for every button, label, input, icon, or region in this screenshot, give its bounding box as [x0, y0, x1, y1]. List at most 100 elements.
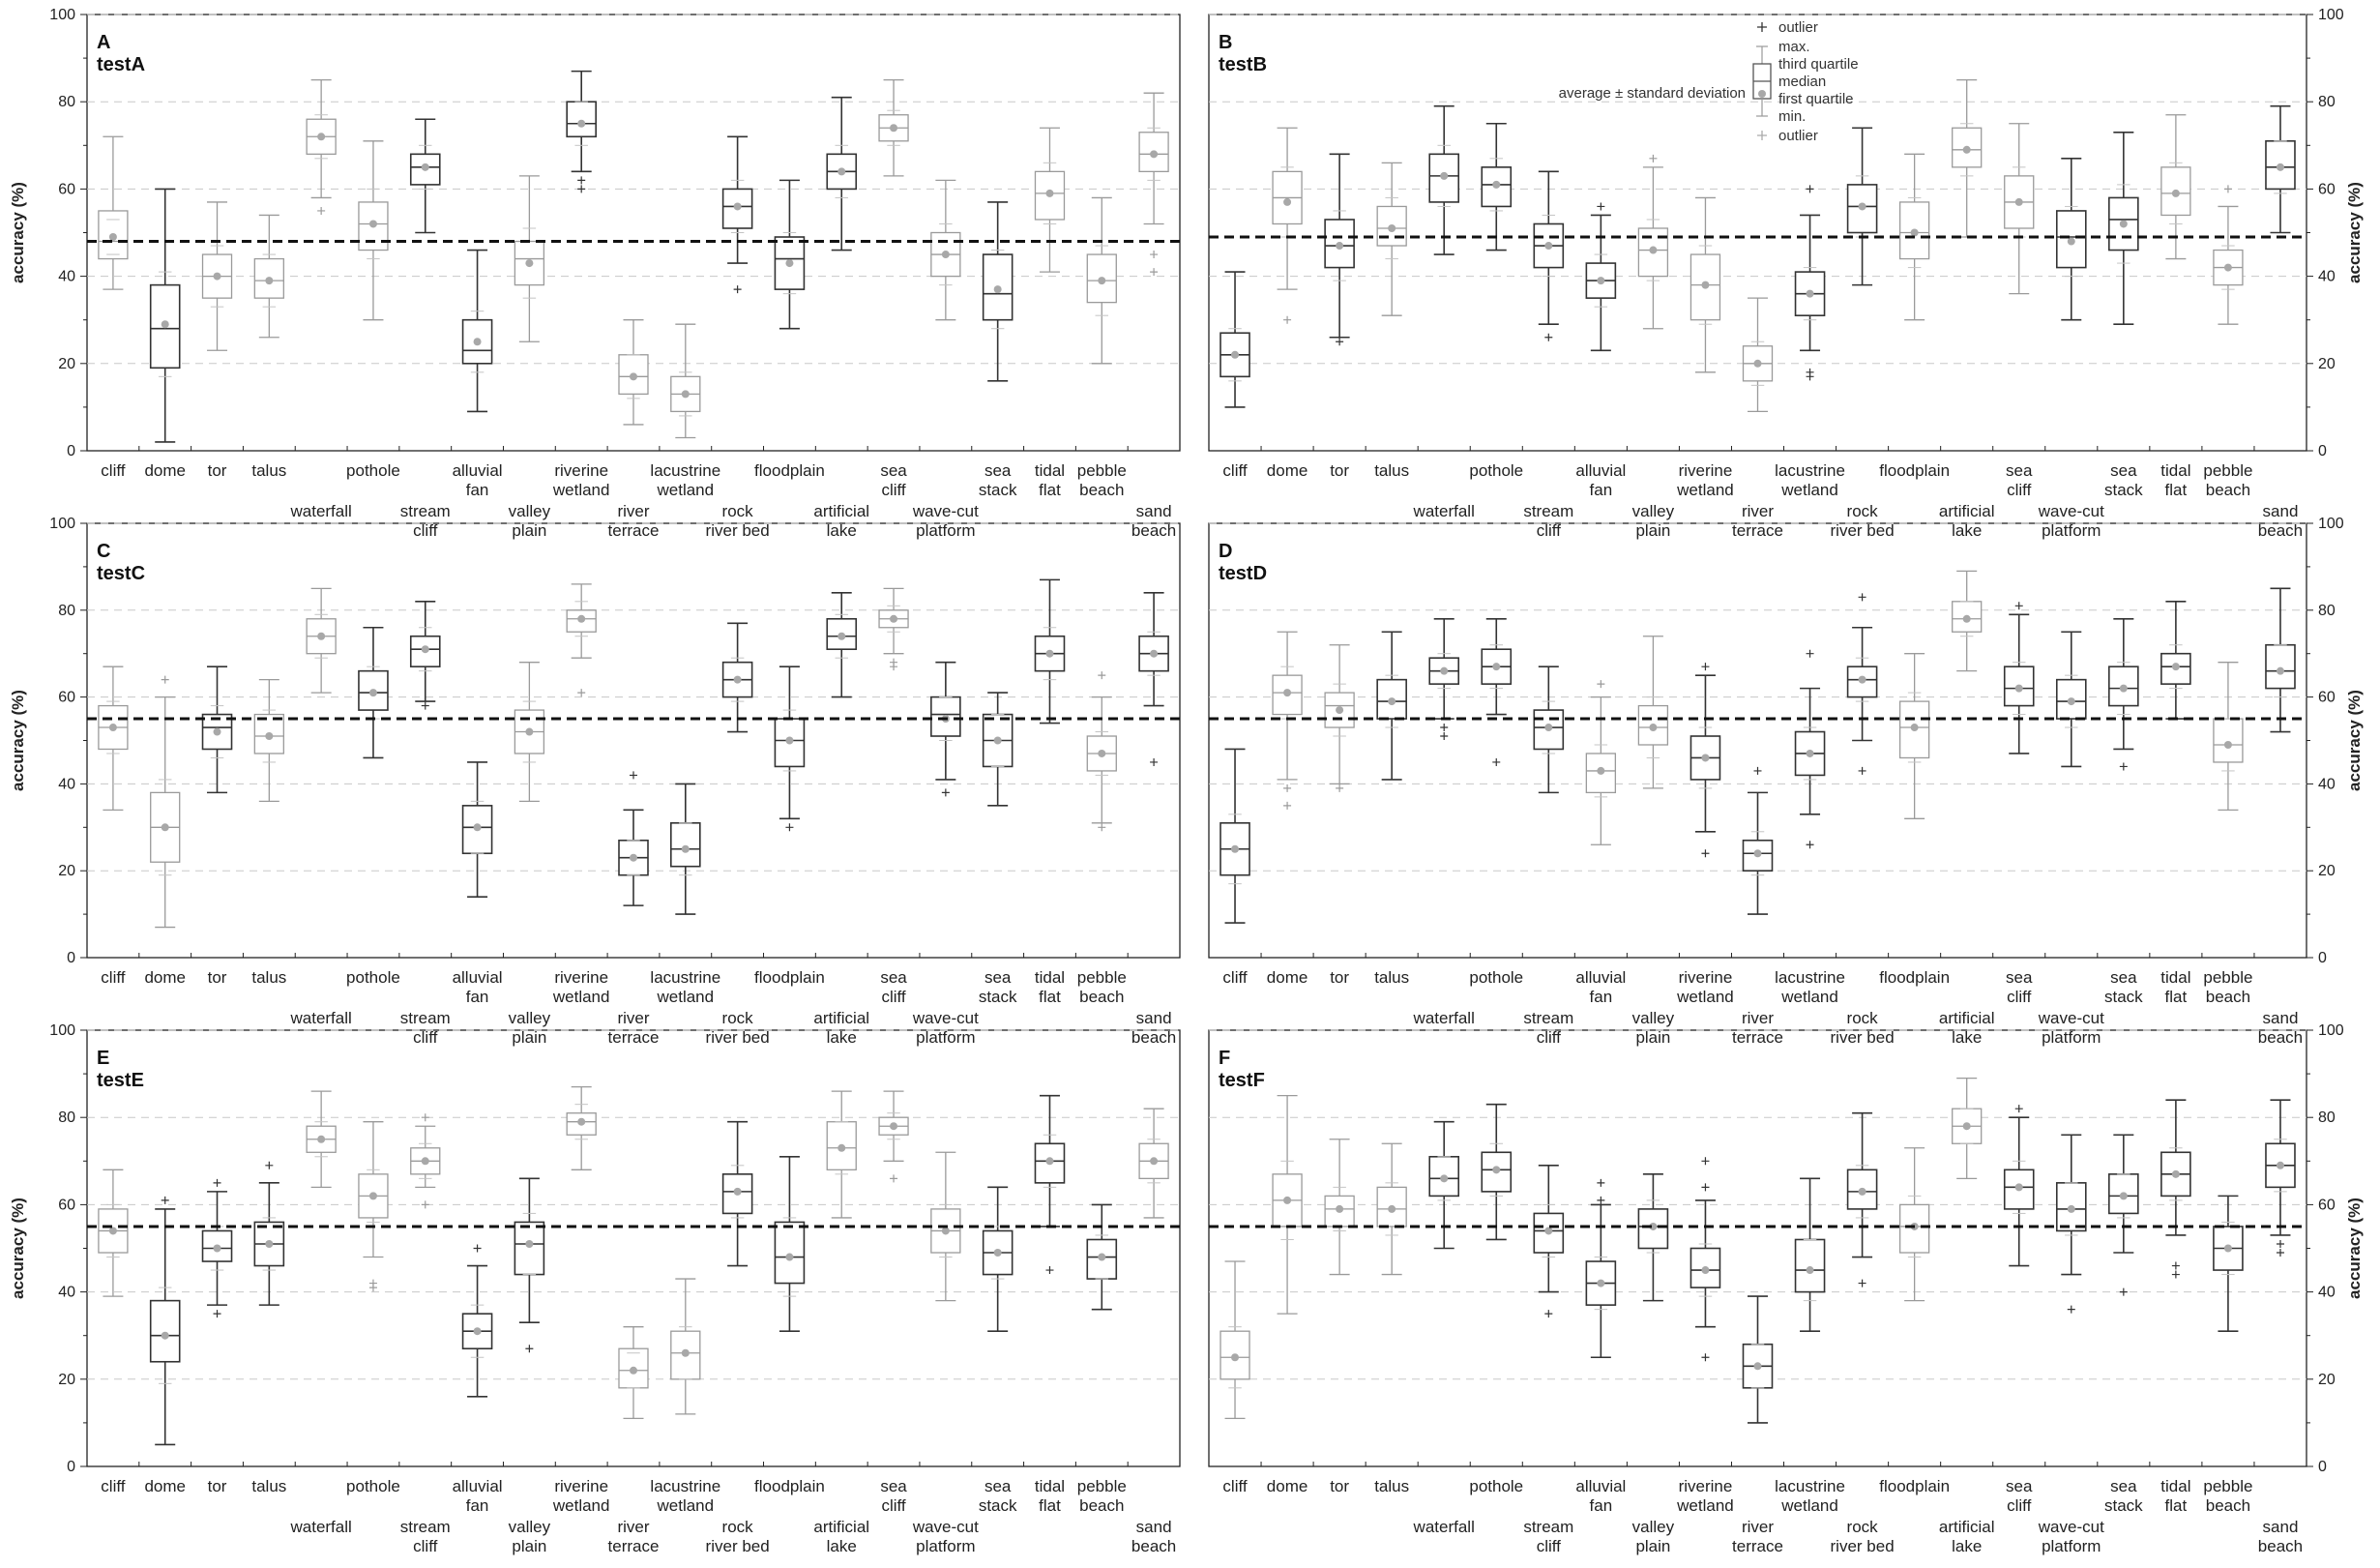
average-point [161, 1331, 169, 1340]
category-label: stack [2104, 1496, 2143, 1515]
category-label: rock [722, 502, 754, 520]
legend-outlier-bottom [1757, 131, 1767, 140]
average-point [1858, 202, 1866, 211]
category-label: wave-cut [912, 1009, 979, 1027]
box-river_terrace [1742, 1295, 1774, 1424]
outlier-point [577, 689, 586, 697]
category-label: wetland [552, 481, 610, 499]
y-tick-label: 0 [2318, 1459, 2327, 1475]
outlier-point [1045, 1266, 1054, 1275]
category-label: wave-cut [2038, 1518, 2104, 1536]
category-label: dome [1267, 1477, 1308, 1495]
outlier-point [2014, 602, 2023, 610]
box-pothole [1481, 617, 1513, 766]
outlier-point [1440, 732, 1449, 741]
category-label: riverine [1679, 1477, 1733, 1495]
category-label: valley [509, 1518, 551, 1536]
legend-label: third quartile [1778, 56, 1859, 73]
box-stream_cliff [1533, 666, 1565, 794]
average-point [1098, 277, 1106, 285]
outlier-point [2171, 1261, 2180, 1270]
average-point [265, 1239, 274, 1248]
average-point [2119, 684, 2128, 693]
average-point [1336, 706, 1344, 715]
average-point [1440, 171, 1449, 180]
iqr-box [2265, 643, 2296, 690]
box-dome [1272, 631, 1303, 810]
iqr-box [566, 101, 597, 138]
box-lacustrine_wetland [670, 1278, 701, 1415]
box-alluvial_fan [1585, 202, 1617, 352]
iqr-box [149, 1299, 181, 1363]
outlier-point [1597, 680, 1605, 689]
category-label: sand [1136, 1009, 1172, 1027]
category-label: stream [1523, 1518, 1573, 1536]
box-pebble_beach [2213, 1195, 2244, 1332]
outlier-point [421, 701, 429, 710]
y-tick-label: 80 [58, 603, 75, 619]
average-point [1336, 1204, 1344, 1213]
average-point [941, 1227, 950, 1235]
y-tick-label: 20 [58, 863, 75, 879]
outlier-point [265, 1161, 274, 1169]
outlier-point [368, 1284, 377, 1292]
category-label: pebble [1077, 461, 1127, 480]
box-tidal_flat [1034, 1094, 1066, 1275]
average-point [1858, 1187, 1866, 1196]
category-label: wetland [1780, 988, 1838, 1006]
average-point [941, 251, 950, 259]
box-pothole [358, 140, 389, 321]
panel-letter: B [1219, 32, 1232, 53]
category-label: talus [251, 1477, 286, 1495]
y-tick-label: 0 [67, 950, 75, 966]
outlier-point [1858, 1279, 1866, 1287]
box-sea_cliff [2003, 602, 2035, 754]
average-point [1336, 242, 1344, 251]
y-tick-label: 80 [58, 94, 75, 110]
average-point [213, 272, 221, 281]
box-waterfall [306, 79, 337, 215]
outlier-point [1806, 841, 1814, 849]
average-point [837, 632, 846, 640]
average-point [993, 736, 1002, 745]
outlier-point [2014, 1105, 2023, 1113]
box-river_terrace [618, 319, 649, 426]
outlier-point [525, 1345, 534, 1353]
box-rock_river_bed [1846, 1111, 1878, 1287]
box-river_terrace [618, 1326, 649, 1420]
category-label: waterfall [1413, 1009, 1475, 1027]
legend-label: min. [1778, 108, 1806, 125]
average-point [108, 724, 117, 732]
average-point [421, 163, 429, 171]
box-riverine_wetland [1690, 196, 1721, 373]
category-label: river bed [706, 1028, 770, 1047]
category-label: alluvial [453, 461, 503, 480]
category-label: alluvial [1575, 968, 1626, 987]
category-label: cliff [881, 988, 905, 1006]
average-point [785, 259, 794, 268]
y-tick-label: 100 [2318, 516, 2344, 532]
category-label: wetland [657, 988, 715, 1006]
category-label: sea [2110, 968, 2137, 987]
average-point [1045, 1157, 1054, 1166]
category-label: wave-cut [2038, 1009, 2104, 1027]
box-sea_stack [982, 1186, 1014, 1332]
box-tor [1324, 153, 1355, 346]
category-label: platform [2042, 521, 2101, 540]
category-label: artificial [1939, 1009, 1995, 1027]
legend-average-label: average ± standard deviation [1559, 85, 1746, 102]
box-riverine_wetland [566, 583, 597, 697]
box-stream_cliff [410, 1113, 441, 1209]
y-tick-label: 80 [58, 1109, 75, 1126]
outlier-point [1283, 801, 1292, 810]
category-label: dome [1267, 968, 1308, 987]
average-point [2119, 220, 2128, 228]
average-point [785, 736, 794, 745]
average-point [837, 167, 846, 176]
outlier-point [1492, 757, 1501, 766]
box-valley_plain [1637, 1173, 1669, 1302]
outlier-point [1701, 1183, 1710, 1192]
average-point [890, 614, 898, 623]
y-tick-label: 80 [2318, 1109, 2336, 1126]
